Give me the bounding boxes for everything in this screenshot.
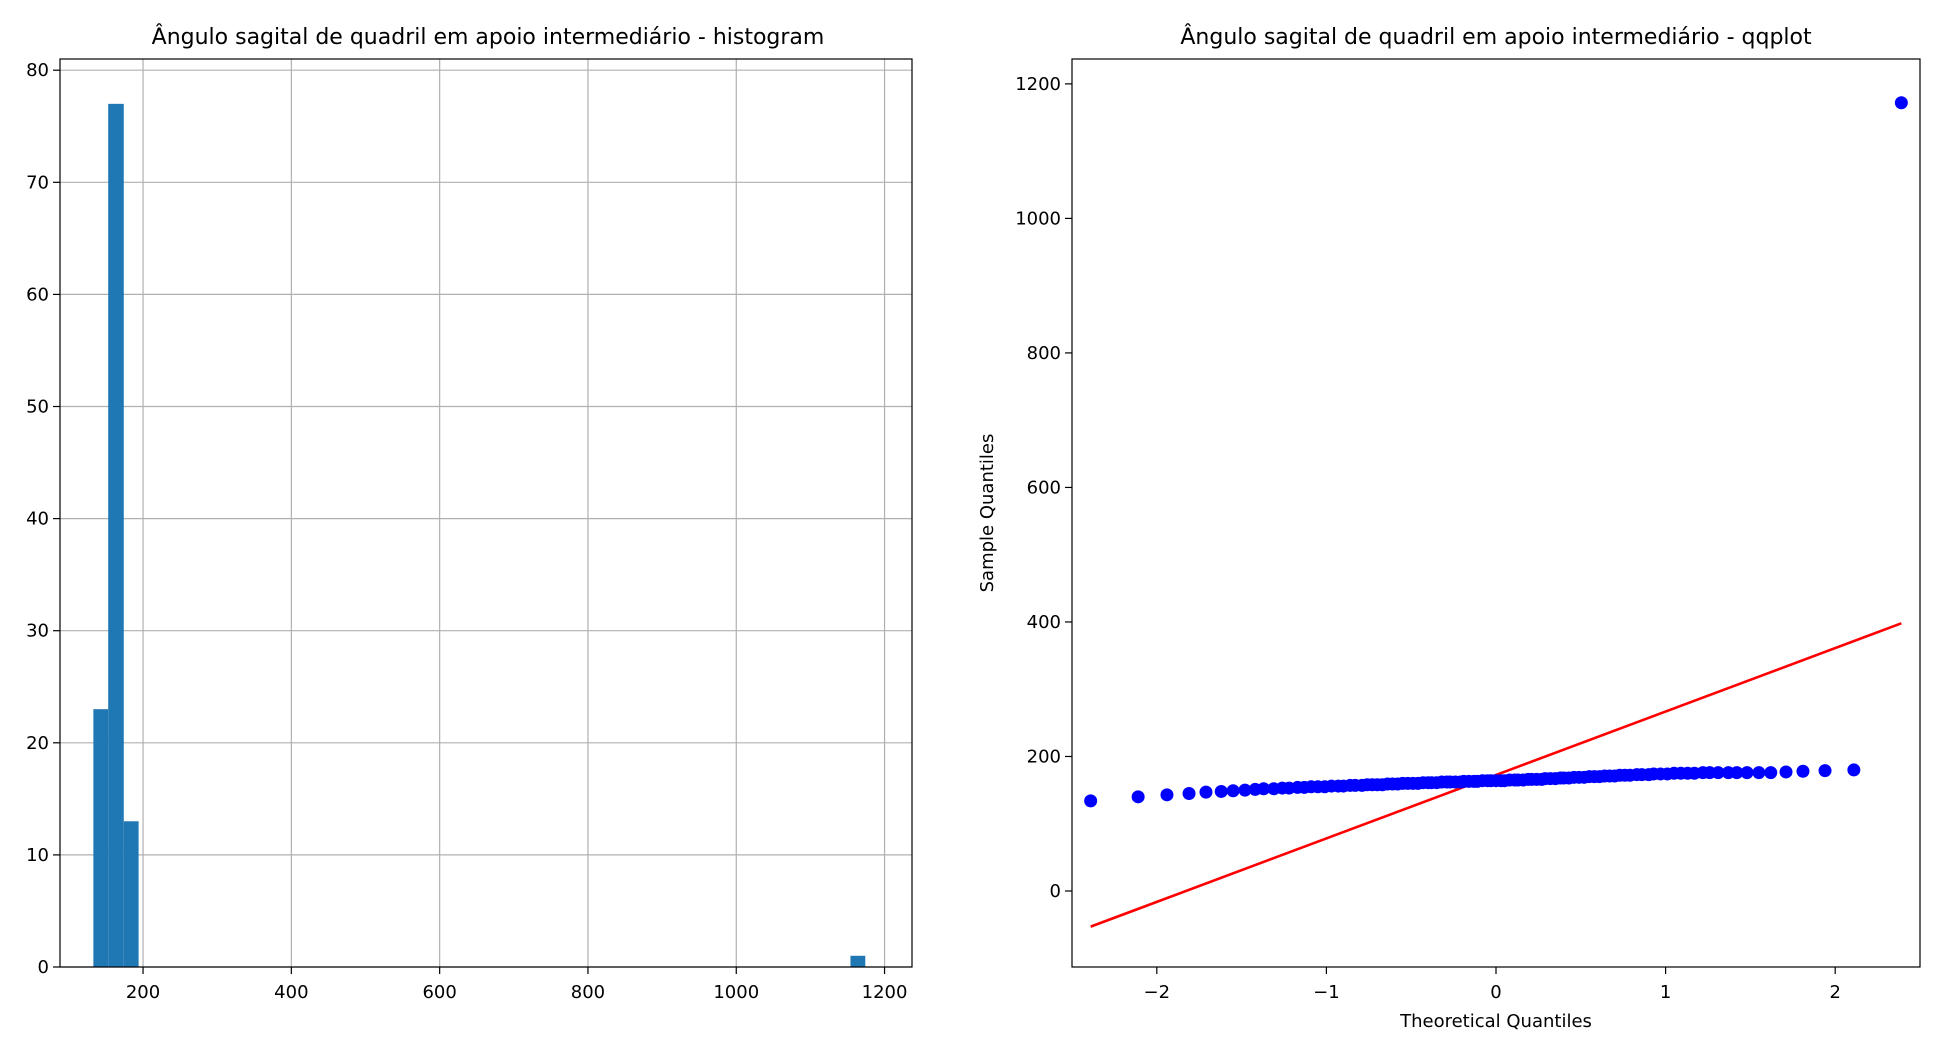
qqplot-x-tick-label: 1 [1660,982,1671,1003]
histogram-bar [93,709,109,967]
histogram-y-tick-label: 60 [26,284,49,305]
qqplot-x-tick-label: 2 [1829,982,1840,1003]
qqplot-x-tick-label: −2 [1144,982,1171,1003]
histogram-y-tick-label: 70 [26,172,49,193]
qqplot-point [1182,786,1196,800]
qqplot-point [1214,784,1228,798]
qqplot-panel: Ângulo sagital de quadril em apoio inter… [977,24,1921,1032]
qqplot-point [1084,794,1098,808]
qqplot-points [1084,96,1908,808]
qqplot-y-tick-label: 600 [1027,477,1061,498]
qqplot-y-tick-label: 1000 [1015,208,1061,229]
qqplot-x-tick-label: −1 [1313,982,1340,1003]
qqplot-point [1818,764,1832,778]
qqplot-point [1226,784,1240,798]
histogram-y-tick-label: 40 [26,509,49,530]
qqplot-y-tick-label: 0 [1050,881,1061,902]
histogram-y-tick-label: 0 [38,957,49,978]
histogram-bar [108,103,124,968]
histogram-x-tick-label: 400 [274,982,308,1003]
qqplot-title: Ângulo sagital de quadril em apoio inter… [1180,24,1812,50]
histogram-title: Ângulo sagital de quadril em apoio inter… [152,24,825,50]
histogram-plot-frame [59,58,913,968]
histogram-y-tick-label: 20 [26,733,49,754]
qqplot-y-tick-label: 400 [1027,612,1061,633]
qqplot-y-tick-label: 800 [1027,343,1061,364]
histogram-y-tick-label: 30 [26,621,49,642]
qqplot-point [1847,763,1861,777]
histogram-x-tick-label: 800 [571,982,605,1003]
qqplot-point [1711,766,1725,780]
qqplot-point [1796,764,1810,778]
qqplot-point [1894,96,1908,110]
qqplot-y-tick-label: 200 [1027,746,1061,767]
qqplot-point [1131,790,1145,804]
qqplot-point [1199,785,1213,799]
qqplot-x-tick-label: 0 [1490,982,1501,1003]
histogram-x-ticks: 200 400 600 800 1000 1200 [126,967,908,1003]
histogram-y-tick-label: 50 [26,397,49,418]
qqplot-x-axis-label: Theoretical Quantiles [1399,1011,1592,1032]
qqplot-point [1779,765,1793,779]
qqplot-point [1238,783,1252,797]
qqplot-point [1740,766,1754,780]
histogram-bar [850,955,866,967]
qqplot-y-ticks: 0 200 400 600 800 1000 1200 [1015,74,1072,902]
qqplot-point [1257,782,1271,796]
qqplot-x-ticks: −2 −1 0 1 2 [1144,967,1841,1003]
histogram-x-tick-label: 200 [126,982,160,1003]
histogram-y-tick-label: 10 [26,845,49,866]
histogram-x-tick-label: 600 [422,982,456,1003]
histogram-bar [123,821,139,967]
histogram-gridlines [60,59,912,968]
histogram-y-tick-label: 80 [26,60,49,81]
histogram-x-tick-label: 1000 [713,982,759,1003]
histogram-bars [93,103,866,968]
qqplot-y-axis-label: Sample Quantiles [977,434,998,593]
qqplot-plot-frame [1071,58,1921,968]
histogram-x-tick-label: 1200 [862,982,908,1003]
qqplot-y-tick-label: 1200 [1015,74,1061,95]
qqplot-point [1752,766,1766,780]
qqplot-point [1764,766,1778,780]
qqplot-point [1730,766,1744,780]
histogram-y-ticks: 0 10 20 30 40 50 60 70 80 [26,60,60,978]
qqplot-point [1160,788,1174,802]
histogram-panel: Ângulo sagital de quadril em apoio inter… [26,24,913,1003]
